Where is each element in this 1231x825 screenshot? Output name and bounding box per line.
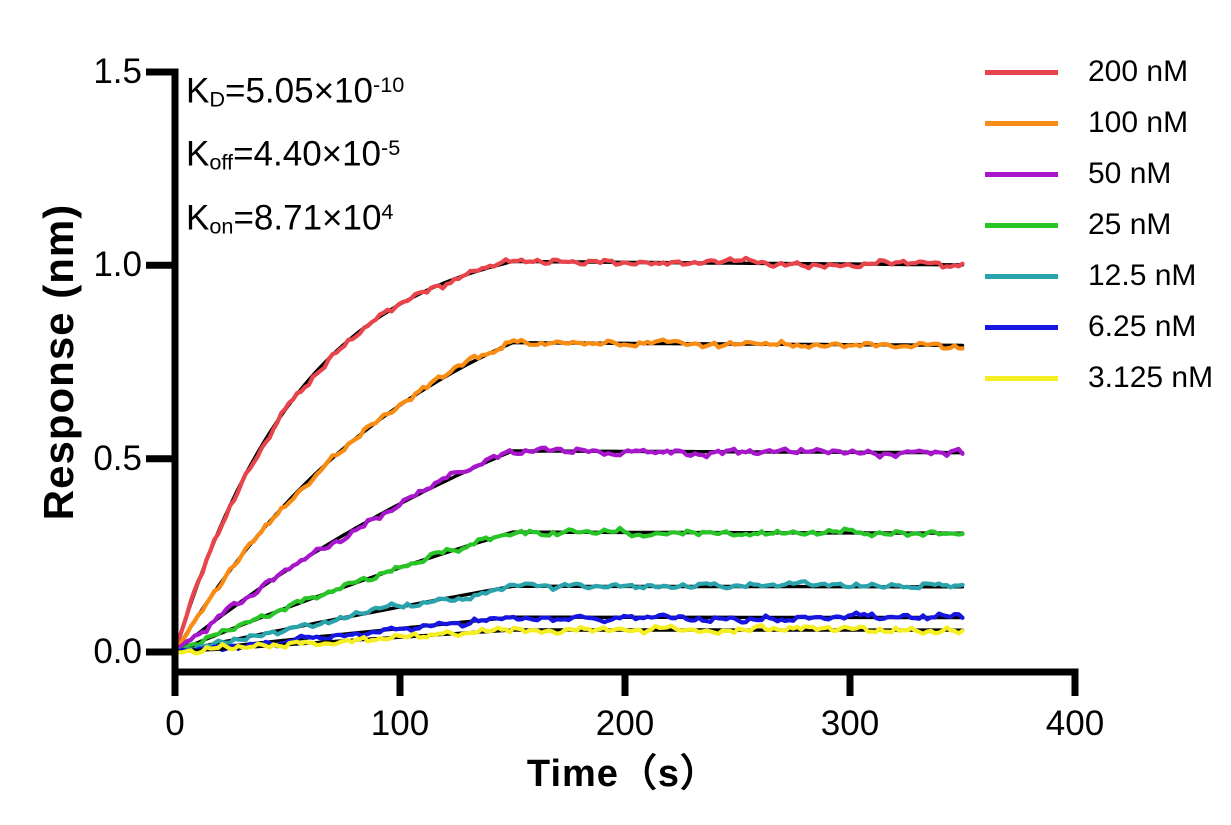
legend-swatch xyxy=(985,222,1058,228)
legend-item-25nM: 25 nM xyxy=(985,208,1171,242)
legend-item-200nM: 200 nM xyxy=(985,55,1188,89)
y-tick-label: 0.5 xyxy=(93,439,142,478)
trace-25-nM xyxy=(172,525,965,655)
y-tick-label: 0.0 xyxy=(93,632,142,671)
kon-annotation: Kon=8.71×104 xyxy=(186,198,394,238)
fit-line-6.25-nM xyxy=(173,615,965,654)
legend-swatch xyxy=(985,375,1058,381)
legend-label: 25 nM xyxy=(1088,208,1172,241)
legend-label: 100 nM xyxy=(1088,106,1189,139)
fit-line-25-nM xyxy=(173,530,965,654)
legend-label: 12.5 nM xyxy=(1088,259,1197,292)
y-tick-label: 1.5 xyxy=(93,52,142,91)
koff-annotation: Koff=4.40×10-5 xyxy=(186,134,401,175)
trace-100-nM xyxy=(172,337,965,655)
trace-200-nM xyxy=(172,255,965,655)
x-tick-label: 100 xyxy=(370,704,430,743)
trace-3.125-nM xyxy=(172,623,965,656)
y-axis-title: Response (nm) xyxy=(35,203,82,521)
x-tick-label: 300 xyxy=(820,704,880,743)
curves-group xyxy=(172,255,965,656)
trace-6.25-nM xyxy=(172,610,965,654)
trace-12.5-nM xyxy=(172,579,965,655)
legend-item-100nM: 100 nM xyxy=(985,106,1188,140)
legend-item-12.5nM: 12.5 nM xyxy=(985,259,1196,293)
legend-item-6.25nM: 6.25 nM xyxy=(985,310,1196,344)
legend-label: 3.125 nM xyxy=(1088,361,1214,394)
legend-swatch xyxy=(985,324,1058,330)
axes xyxy=(146,68,1079,696)
x-tick-label: 200 xyxy=(595,704,655,743)
legend-label: 50 nM xyxy=(1088,157,1172,190)
x-tick-label: 0 xyxy=(165,704,185,743)
legend-label: 200 nM xyxy=(1088,55,1189,88)
x-axis-title: Time（s） xyxy=(526,753,720,795)
legend-item-50nM: 50 nM xyxy=(985,157,1171,191)
kinetics-annotation: KD=5.05×10-10 Koff=4.40×10-5 Kon=8.71×10… xyxy=(186,60,404,250)
legend-item-3.125nM: 3.125 nM xyxy=(985,361,1213,395)
legend-swatch xyxy=(985,273,1058,279)
fit-line-200-nM xyxy=(173,259,965,654)
kd-annotation: KD=5.05×10-10 xyxy=(186,71,405,112)
legend-swatch xyxy=(985,69,1058,75)
y-tick-label: 1.0 xyxy=(93,245,142,284)
x-tick-label: 400 xyxy=(1045,704,1105,743)
trace-50-nM xyxy=(172,445,965,654)
legend-swatch xyxy=(985,120,1058,126)
legend-swatch xyxy=(985,171,1058,177)
legend-label: 6.25 nM xyxy=(1088,310,1197,343)
